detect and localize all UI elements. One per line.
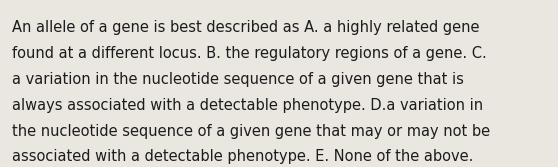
Text: a variation in the nucleotide sequence of a given gene that is: a variation in the nucleotide sequence o… bbox=[12, 72, 464, 87]
Text: An allele of a gene is best described as A. a highly related gene: An allele of a gene is best described as… bbox=[12, 20, 480, 35]
Text: the nucleotide sequence of a given gene that may or may not be: the nucleotide sequence of a given gene … bbox=[12, 124, 490, 139]
Text: associated with a detectable phenotype. E. None of the above.: associated with a detectable phenotype. … bbox=[12, 149, 474, 164]
Text: always associated with a detectable phenotype. D.a variation in: always associated with a detectable phen… bbox=[12, 98, 483, 113]
Text: found at a different locus. B. the regulatory regions of a gene. C.: found at a different locus. B. the regul… bbox=[12, 46, 487, 61]
